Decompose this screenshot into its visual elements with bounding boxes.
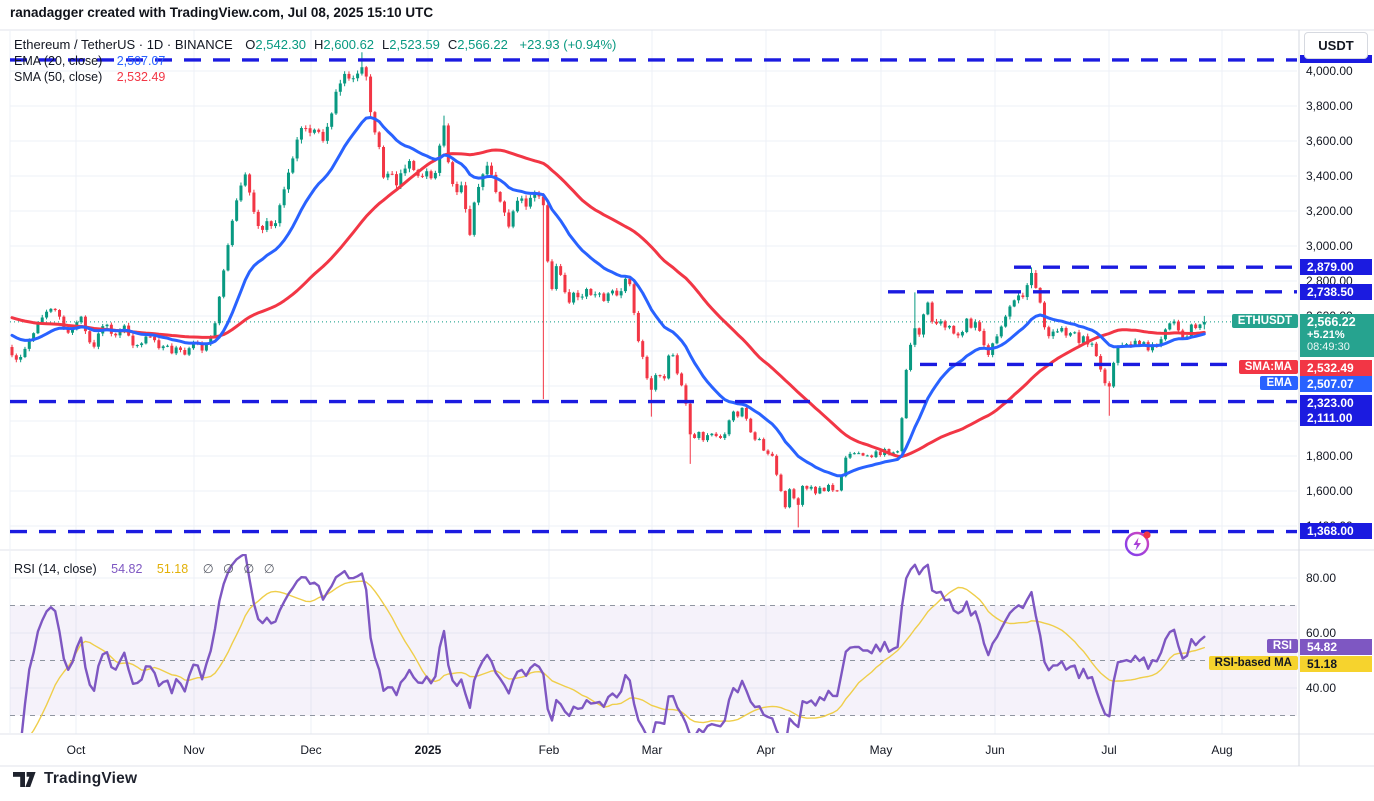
notification-dot	[1143, 531, 1151, 539]
price-line-tag: EMA	[1260, 376, 1298, 390]
time-axis-month-label[interactable]: Oct	[66, 743, 86, 757]
time-axis-month-label[interactable]: 2025	[414, 743, 442, 757]
rsi-line-tag: RSI-based MA	[1208, 656, 1298, 670]
ohlc-key: O	[245, 37, 256, 52]
price-level-label	[1300, 55, 1372, 63]
ohlc-values: O2,542.30 H2,600.62 L2,523.59 C2,566.22	[245, 37, 516, 52]
lightning-bolt-icon	[1133, 537, 1141, 551]
currency-unit-button[interactable]: USDT	[1304, 32, 1368, 59]
price-axis-tick[interactable]: 4,000.00	[1306, 64, 1353, 78]
ema-value: 2,507.07	[116, 54, 166, 68]
ohlc-key: C	[447, 37, 458, 52]
price-axis-tick[interactable]: 3,200.00	[1306, 204, 1353, 218]
price-line-tag: SMA:MA	[1238, 360, 1298, 374]
rsi-label: RSI (14, close)	[14, 562, 97, 576]
ohlc-value: 2,523.59	[389, 37, 440, 52]
quick-trade-lightning-icon[interactable]	[1123, 528, 1154, 564]
last-price-label: 2,566.22 +5.21% 08:49:30	[1300, 314, 1374, 357]
rsi-axis-tick[interactable]: 40.00	[1306, 681, 1337, 695]
rsi-ma-value: 51.18	[156, 562, 189, 576]
price-level-label: 2,738.50	[1300, 284, 1372, 300]
time-axis-month-label[interactable]: Feb	[538, 743, 560, 757]
last-price-value: 2,566.22	[1307, 315, 1356, 329]
rsi-empty-slots: ∅ ∅ ∅ ∅	[202, 562, 278, 576]
price-line-tag: ETHUSDT	[1231, 314, 1298, 328]
price-level-label: 2,507.07	[1300, 376, 1372, 392]
price-axis-tick[interactable]: 1,800.00	[1306, 449, 1353, 463]
ema-legend-row[interactable]: EMA (20, close) 2,507.07	[14, 54, 165, 68]
price-level-label: 1,368.00	[1300, 523, 1372, 539]
sma-label: SMA (50, close)	[14, 70, 103, 84]
price-axis-tick[interactable]: 3,800.00	[1306, 99, 1353, 113]
rsi-value-label: 51.18	[1300, 656, 1372, 672]
price-axis-tick[interactable]: 1,600.00	[1306, 484, 1353, 498]
lightning-circle	[1124, 531, 1150, 557]
price-level-label: 2,532.49	[1300, 360, 1372, 376]
ohlc-key: L	[382, 37, 390, 52]
price-level-label: 2,111.00	[1300, 410, 1372, 426]
sma-value: 2,532.49	[116, 70, 166, 84]
rsi-legend-row[interactable]: RSI (14, close) 54.82 51.18 ∅ ∅ ∅ ∅	[14, 561, 278, 576]
rsi-value-label: 54.82	[1300, 639, 1372, 655]
time-axis-month-label[interactable]: Dec	[300, 743, 322, 757]
daily-change: +23.93 (+0.94%)	[519, 37, 617, 52]
ohlc-value: 2,600.62	[323, 37, 375, 52]
symbol-legend-row[interactable]: Ethereum / TetherUS · 1D · BINANCE O2,54…	[14, 37, 616, 52]
ohlc-value: 2,566.22	[457, 37, 508, 52]
price-axis-tick[interactable]: 3,600.00	[1306, 134, 1353, 148]
time-axis-month-label[interactable]: Apr	[756, 743, 776, 757]
bar-countdown: 08:49:30	[1307, 341, 1350, 353]
sma-legend-row[interactable]: SMA (50, close) 2,532.49	[14, 70, 165, 84]
price-axis-tick[interactable]: 3,000.00	[1306, 239, 1353, 253]
ohlc-value: 2,542.30	[255, 37, 307, 52]
last-price-change: +5.21%	[1307, 328, 1345, 341]
ema-label: EMA (20, close)	[14, 54, 103, 68]
rsi-axis-tick[interactable]: 80.00	[1306, 571, 1337, 585]
price-level-label: 2,879.00	[1300, 259, 1372, 275]
ohlc-key: H	[314, 37, 324, 52]
time-axis-month-label[interactable]: Mar	[641, 743, 663, 757]
tradingview-logo-icon	[13, 771, 36, 787]
tradingview-brand-text: TradingView	[44, 770, 138, 787]
price-axis-tick[interactable]: 3,400.00	[1306, 169, 1353, 183]
time-axis-month-label[interactable]: Jun	[985, 743, 1005, 757]
time-axis-month-label[interactable]: Jul	[1101, 743, 1117, 757]
time-axis-month-label[interactable]: Nov	[183, 743, 205, 757]
symbol-title: Ethereum / TetherUS · 1D · BINANCE	[14, 37, 233, 52]
footer-bar: TradingView	[13, 770, 137, 788]
rsi-value: 54.82	[111, 562, 143, 576]
time-axis-month-label[interactable]: May	[869, 743, 893, 757]
rsi-line-tag: RSI	[1266, 639, 1298, 653]
rsi-axis-tick[interactable]: 60.00	[1306, 626, 1337, 640]
watermark-text: ranadagger created with TradingView.com,…	[10, 5, 434, 20]
time-axis-month-label[interactable]: Aug	[1211, 743, 1233, 757]
price-level-label: 2,323.00	[1300, 395, 1372, 411]
